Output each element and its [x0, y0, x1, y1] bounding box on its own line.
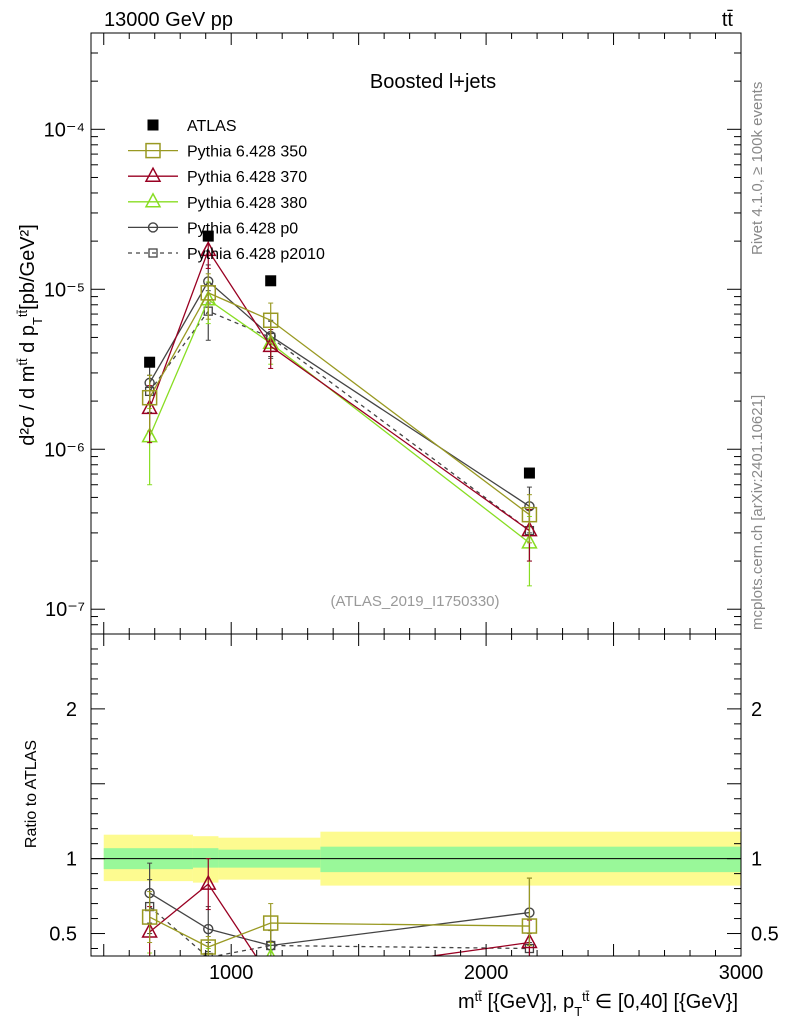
series-line-pythia-6-428-p0 — [149, 892, 530, 947]
data-point — [199, 874, 217, 890]
series-pythia-6-428-350 — [141, 273, 538, 544]
ratio-frame — [90, 633, 742, 957]
data-point — [199, 240, 217, 257]
legend-item-atlas: ATLAS — [147, 118, 237, 135]
data-point — [200, 285, 217, 301]
data-point — [521, 506, 538, 523]
x-tick-label: 1000 — [209, 962, 254, 984]
series-line-pythia-6-428-350 — [149, 916, 530, 948]
ratio-bands — [91, 831, 741, 886]
y-tick-label-right: 0.5 — [751, 924, 779, 946]
data-point — [262, 915, 279, 931]
legend-marker — [144, 192, 162, 208]
y-tick-label: 0.5 — [49, 924, 77, 946]
main-ylabel: d²σ / d mtt̄ d pTtt̄[pb/GeV²] — [15, 224, 45, 446]
main-axes: 10⁻⁷ 10⁻⁶ 10⁻⁵ 10⁻⁴ — [44, 32, 742, 635]
plot-title: Boosted l+jets — [370, 71, 496, 93]
mcplots-label: mcplots.cern.ch [arXiv:2401.10621] — [749, 395, 766, 630]
ratio-axes: 1000 2000 3000 0.5 0.5 1 1 2 2 — [49, 633, 779, 984]
series-atlas — [144, 230, 535, 479]
legend-marker — [144, 166, 162, 182]
rivet-label: Rivet 4.1.0, ≥ 100k events — [749, 82, 766, 255]
ratio-ylabel: Ratio to ATLAS — [23, 740, 40, 848]
legend-label: Pythia 6.428 350 — [187, 144, 307, 161]
y-tick-label: 2 — [66, 699, 77, 721]
y-tick-label-right: 2 — [751, 699, 762, 721]
series-pythia-6-428-p2010 — [144, 290, 535, 562]
uncertainty-band-inner — [192, 848, 219, 868]
legend-item-pythia-6-428-380: Pythia 6.428 380 — [128, 192, 307, 212]
data-point — [262, 336, 279, 353]
legend-item-pythia-6-428-350: Pythia 6.428 350 — [128, 142, 307, 161]
legend-item-pythia-6-428-p2010: Pythia 6.428 p2010 — [128, 246, 325, 263]
data-point — [203, 923, 214, 935]
legend-label: Pythia 6.428 p2010 — [187, 246, 325, 263]
ratio-xlabel: mtt̄ [{GeV}], pTtt̄ ∈ [0,40] [{GeV}] — [458, 989, 738, 1019]
header-left: 13000 GeV pp — [104, 9, 233, 31]
data-point — [143, 960, 157, 973]
data-point — [521, 918, 538, 934]
legend-marker — [148, 248, 158, 258]
data-point — [141, 389, 158, 406]
main-series — [141, 230, 538, 587]
data-point — [141, 909, 158, 925]
series-line-pythia-6-428-370 — [149, 883, 530, 956]
legend-label: Pythia 6.428 p0 — [187, 220, 298, 237]
data-point — [522, 963, 536, 976]
series-pythia-6-428-350 — [141, 877, 538, 956]
series-line-pythia-6-428-380 — [149, 298, 530, 544]
y-tick-label-right: 1 — [751, 849, 762, 871]
data-point — [521, 932, 538, 949]
series-line-pythia-6-428-370 — [149, 248, 530, 532]
data-point — [202, 230, 214, 242]
x-tick-label: 2000 — [464, 962, 509, 984]
data-point — [264, 970, 278, 983]
legend-marker — [145, 142, 161, 159]
legend-item-pythia-6-428-p0: Pythia 6.428 p0 — [128, 220, 298, 237]
series-line-pythia-6-428-p0 — [149, 280, 530, 507]
legend-label: Pythia 6.428 370 — [187, 169, 307, 186]
analysis-watermark: (ATLAS_2019_I1750330) — [330, 593, 499, 610]
legend-marker — [147, 119, 159, 131]
y-tick-label: 1 — [66, 849, 77, 871]
data-point — [523, 467, 535, 479]
data-point — [144, 356, 156, 368]
legend-item-pythia-6-428-370: Pythia 6.428 370 — [128, 166, 307, 186]
series-line-pythia-6-428-350 — [149, 292, 530, 516]
legend-label: Pythia 6.428 380 — [187, 195, 307, 212]
series-pythia-6-428-370 — [141, 235, 538, 562]
y-tick-label: 10⁻⁵ — [44, 279, 85, 301]
y-tick-label: 10⁻⁶ — [44, 439, 85, 461]
y-tick-label: 10⁻⁴ — [44, 119, 85, 141]
y-tick-label: 10⁻⁷ — [45, 599, 85, 621]
legend: ATLAS Pythia 6.428 350 Pythia 6.428 370 Pyt… — [128, 118, 325, 263]
data-point — [200, 939, 217, 955]
legend-marker — [147, 222, 159, 233]
header-right: tt̄ — [722, 9, 734, 31]
series-pythia-6-428-380 — [141, 281, 538, 587]
x-tick-label: 3000 — [719, 962, 764, 984]
data-point — [262, 312, 279, 329]
series-line-pythia-6-428-p2010 — [149, 310, 530, 532]
data-point — [265, 275, 277, 287]
legend-label: ATLAS — [187, 118, 237, 135]
uncertainty-band-inner — [320, 846, 741, 873]
